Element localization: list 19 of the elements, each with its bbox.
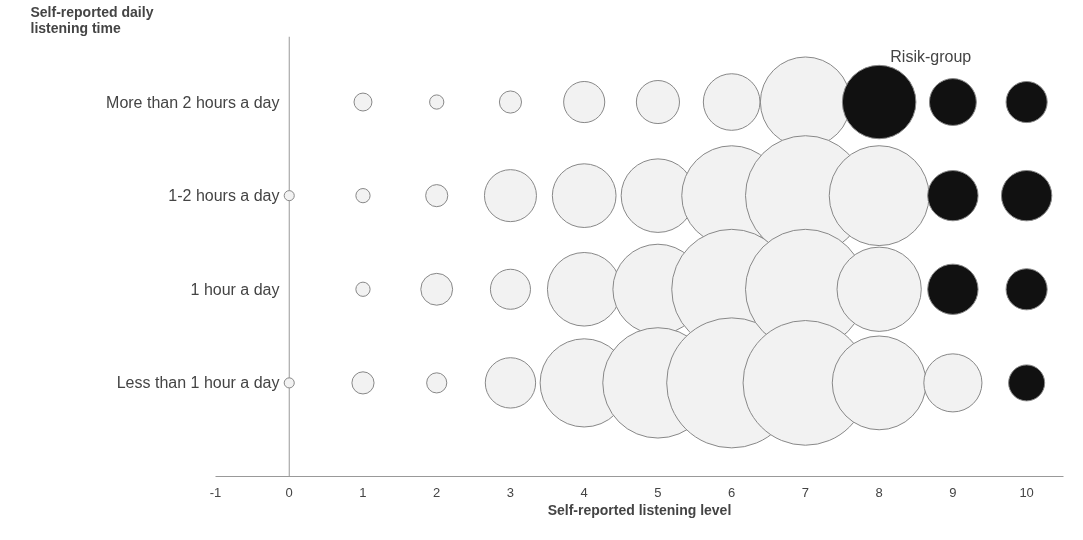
x-tick-label: 6 — [728, 484, 736, 500]
x-tick-label: 9 — [949, 484, 957, 500]
annotation: Risik-group — [890, 47, 972, 65]
x-tick-label: 2 — [433, 484, 441, 500]
x-tick-label: 4 — [580, 484, 588, 500]
y-tick-label: 1 hour a day — [190, 280, 280, 298]
x-tick-label: -1 — [209, 484, 222, 500]
x-tick-label: 7 — [801, 484, 810, 500]
x-tick-label: 3 — [506, 484, 515, 500]
x-tick-label: 1 — [359, 484, 367, 500]
x-tick-label: 10 — [1019, 484, 1034, 500]
x-tick-label: 0 — [285, 484, 293, 500]
y-tick-label: Less than 1 hour a day — [116, 374, 280, 392]
x-tick-label: 5 — [654, 484, 662, 500]
x-tick-label: 8 — [875, 484, 883, 500]
x-axis-title: Self-reported listening level — [547, 501, 732, 518]
y-tick-label: More than 2 hours a day — [106, 93, 280, 111]
y-tick-label: 1-2 hours a day — [168, 187, 280, 205]
y-axis-title: Self-reported daily listening time — [30, 3, 154, 36]
